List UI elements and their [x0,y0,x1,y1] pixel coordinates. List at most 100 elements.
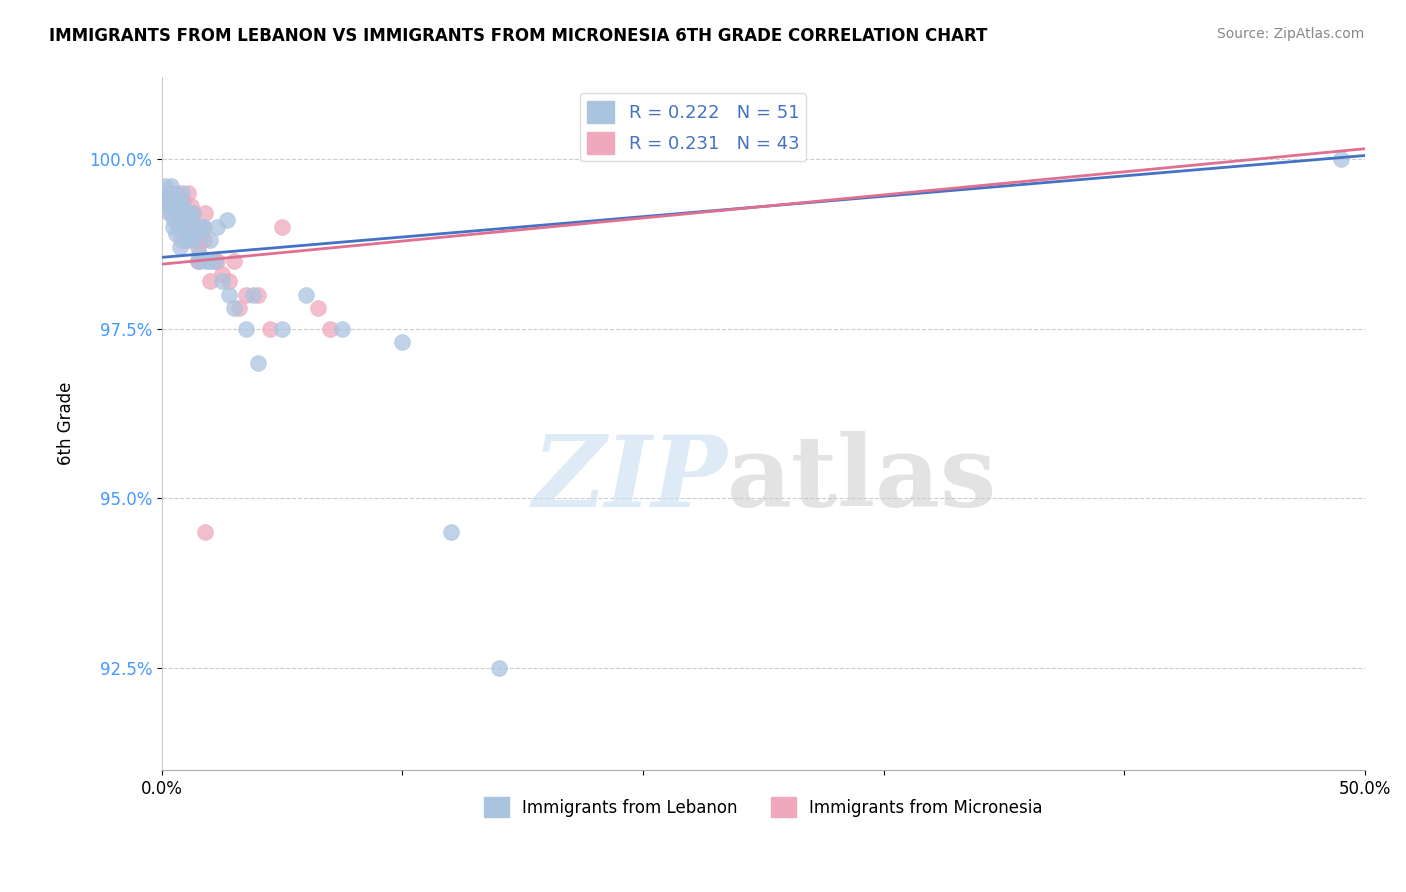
Point [156,199,179,213]
Point [191,219,214,234]
Point [194,525,217,540]
Point [176,206,198,220]
Point [157,199,180,213]
Legend: Immigrants from Lebanon, Immigrants from Micronesia: Immigrants from Lebanon, Immigrants from… [477,790,1049,824]
Point [167,199,190,213]
Point [242,287,264,301]
Point [172,186,194,200]
Point [204,253,226,268]
Point [198,234,221,248]
Point [439,525,461,540]
Text: ZIP: ZIP [533,431,727,527]
Point [170,206,193,220]
Point [163,213,186,227]
Point [166,193,188,207]
Point [163,199,186,213]
Point [235,321,257,335]
Point [187,240,209,254]
Point [187,253,209,268]
Point [167,193,190,207]
Point [169,240,191,254]
Point [187,253,209,268]
Point [222,301,245,316]
Point [391,335,413,350]
Point [271,219,294,234]
Text: atlas: atlas [727,431,997,528]
Point [295,287,318,301]
Point [160,206,183,220]
Point [153,193,176,207]
Y-axis label: 6th Grade: 6th Grade [58,382,75,466]
Point [1330,152,1353,166]
Point [194,206,217,220]
Point [174,219,197,234]
Point [155,186,177,200]
Point [153,186,176,200]
Point [155,179,177,194]
Point [180,213,202,227]
Point [188,219,211,234]
Point [188,253,211,268]
Point [163,199,186,213]
Point [235,287,257,301]
Point [174,219,197,234]
Point [197,253,219,268]
Point [172,199,194,213]
Point [157,186,180,200]
Point [167,219,190,234]
Point [160,179,183,194]
Point [271,321,294,335]
Point [211,274,233,288]
Point [181,206,204,220]
Point [184,227,207,241]
Point [169,206,191,220]
Point [159,186,181,200]
Point [183,234,205,248]
Point [218,287,240,301]
Point [204,253,226,268]
Point [173,219,195,234]
Point [259,321,281,335]
Point [330,321,353,335]
Point [155,193,177,207]
Point [163,199,186,213]
Point [180,199,202,213]
Point [157,206,180,220]
Point [193,234,215,248]
Point [488,661,510,675]
Text: Source: ZipAtlas.com: Source: ZipAtlas.com [1216,27,1364,41]
Point [193,219,215,234]
Point [198,274,221,288]
Point [181,206,204,220]
Point [307,301,329,316]
Point [165,227,187,241]
Point [188,234,211,248]
Point [184,227,207,241]
Point [188,247,211,261]
Point [215,213,238,227]
Point [162,219,184,234]
Point [177,186,200,200]
Point [165,186,187,200]
Point [211,268,233,282]
Point [228,301,250,316]
Point [177,234,200,248]
Point [218,274,240,288]
Text: IMMIGRANTS FROM LEBANON VS IMMIGRANTS FROM MICRONESIA 6TH GRADE CORRELATION CHAR: IMMIGRANTS FROM LEBANON VS IMMIGRANTS FR… [49,27,987,45]
Point [194,253,217,268]
Point [172,193,194,207]
Point [170,234,193,248]
Point [173,234,195,248]
Point [222,253,245,268]
Point [247,287,270,301]
Point [205,253,228,268]
Point [247,356,270,370]
Point [183,219,205,234]
Point [205,219,228,234]
Point [319,321,342,335]
Point [163,193,186,207]
Point [170,206,193,220]
Point [198,253,221,268]
Point [159,193,181,207]
Point [179,206,201,220]
